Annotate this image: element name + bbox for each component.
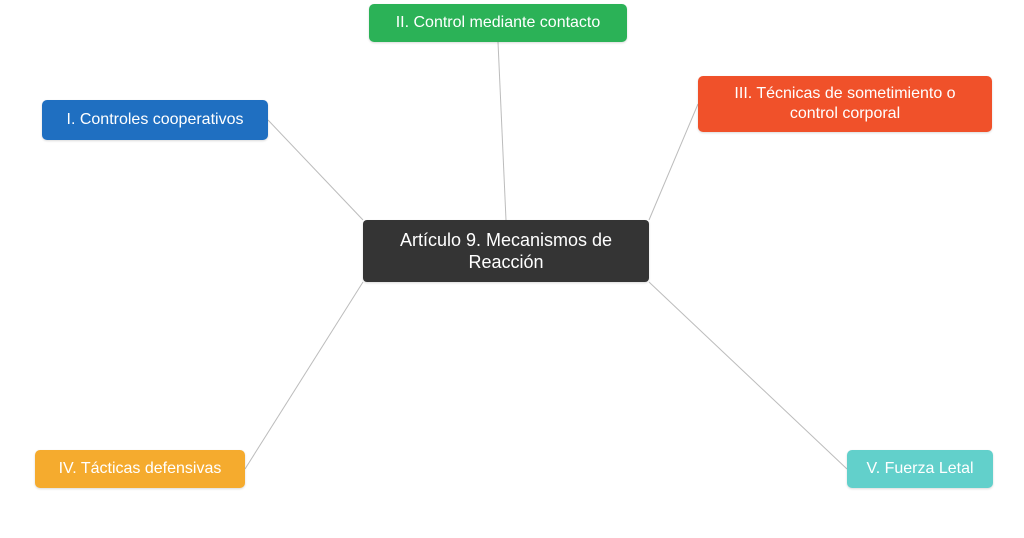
mindmap-canvas: Artículo 9. Mecanismos de Reacción I. Co… (0, 0, 1024, 538)
node-fuerza-letal[interactable]: V. Fuerza Letal (847, 450, 993, 488)
node-label: II. Control mediante contacto (396, 13, 601, 33)
node-control-mediante-contacto[interactable]: II. Control mediante contacto (369, 4, 627, 42)
center-node[interactable]: Artículo 9. Mecanismos de Reacción (363, 220, 649, 282)
node-label: V. Fuerza Letal (866, 459, 973, 479)
node-tecnicas-sometimiento[interactable]: III. Técnicas de sometimiento o control … (698, 76, 992, 132)
node-tacticas-defensivas[interactable]: IV. Tácticas defensivas (35, 450, 245, 488)
center-node-label: Artículo 9. Mecanismos de Reacción (381, 229, 631, 274)
node-label: III. Técnicas de sometimiento o control … (714, 84, 976, 124)
node-label: IV. Tácticas defensivas (59, 459, 222, 479)
node-controles-cooperativos[interactable]: I. Controles cooperativos (42, 100, 268, 140)
node-label: I. Controles cooperativos (67, 110, 244, 130)
